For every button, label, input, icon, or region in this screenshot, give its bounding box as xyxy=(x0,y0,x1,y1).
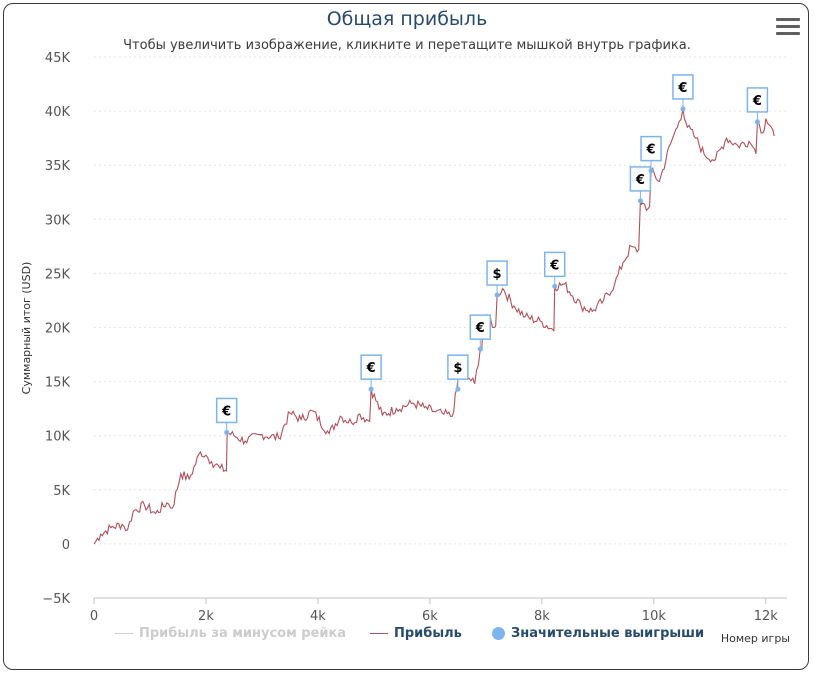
legend-dot-big-wins xyxy=(492,627,505,640)
big-win-point xyxy=(368,386,374,392)
big-win-flag-label: € xyxy=(635,173,645,188)
big-win-flag-label: € xyxy=(221,404,231,419)
big-win-flag xyxy=(629,166,652,192)
big-win-point xyxy=(455,386,461,392)
legend-item-big-wins[interactable]: Значительные выигрыши xyxy=(492,626,704,641)
y-tick-label: 10K xyxy=(45,430,71,445)
legend-line-rake xyxy=(115,633,133,634)
legend-line-profit xyxy=(370,633,388,634)
big-win-flag-label: $ xyxy=(493,267,502,282)
big-win-flag xyxy=(469,314,492,340)
hamburger-menu-icon[interactable] xyxy=(776,18,800,40)
big-win-point xyxy=(648,168,654,174)
y-tick-label: 45K xyxy=(45,51,71,66)
big-win-flag-label: € xyxy=(475,321,485,336)
y-tick-label: −5K xyxy=(42,592,70,607)
x-axis-label: Номер игры xyxy=(721,632,790,645)
x-tick-label: 10k xyxy=(642,609,667,624)
big-win-flag-label: € xyxy=(646,143,656,158)
y-axis: −5K 0 5K 10K 15K 20K 25K 30K 35K 40K 45K xyxy=(42,51,70,607)
x-tick-label: 4k xyxy=(310,609,326,624)
big-win-flag xyxy=(360,354,382,380)
legend-label-rake: Прибыль за минусом рейка xyxy=(139,626,347,641)
big-win-flag xyxy=(543,251,566,278)
big-win-point xyxy=(754,119,760,125)
big-win-point xyxy=(494,292,500,298)
big-win-flag-label: $ xyxy=(453,361,462,376)
big-win-flag xyxy=(746,87,769,113)
legend-item-rake[interactable]: Прибыль за минусом рейка xyxy=(115,626,346,641)
big-win-flag xyxy=(215,397,238,424)
big-win-flag xyxy=(447,354,469,380)
big-win-flag-label: € xyxy=(366,361,376,376)
big-win-flag-label: € xyxy=(549,258,559,273)
legend-item-profit[interactable]: Прибыль xyxy=(370,626,462,641)
legend: Прибыль за минусом рейка Прибыль Значите… xyxy=(0,626,814,646)
x-tick-label: 8k xyxy=(534,609,550,624)
big-win-point xyxy=(477,346,483,352)
chart-title: Общая прибыль xyxy=(326,8,488,30)
y-tick-label: 15K xyxy=(45,376,71,391)
big-wins-layer: €€ $€$€€€€€ xyxy=(215,74,769,435)
series-line-profit xyxy=(93,108,775,545)
legend-label-big-wins: Значительные выигрыши xyxy=(511,626,705,641)
big-win-point xyxy=(637,198,643,204)
y-tick-label: 30K xyxy=(45,213,71,228)
y-tick-label: 35K xyxy=(45,159,71,174)
big-win-flag-label: € xyxy=(677,81,687,96)
x-tick-label: 0 xyxy=(90,609,98,624)
grid-lines xyxy=(94,56,787,545)
y-tick-label: 20K xyxy=(45,322,71,337)
chart-frame xyxy=(3,3,809,670)
legend-label-profit: Прибыль xyxy=(394,626,462,641)
x-axis: 0 2k 4k 6k 8k 10k 12k xyxy=(90,597,787,624)
x-tick-label: 12k xyxy=(754,609,779,624)
y-tick-label: 0 xyxy=(62,538,70,553)
x-tick-label: 6k xyxy=(422,609,438,624)
big-win-flag xyxy=(640,135,662,162)
big-win-point xyxy=(680,106,686,112)
big-win-flag xyxy=(672,74,694,100)
x-tick-label: 2k xyxy=(198,609,214,624)
chart-subtitle: Чтобы увеличить изображение, кликните и … xyxy=(123,38,691,53)
y-tick-label: 25K xyxy=(45,267,71,282)
big-win-point xyxy=(224,429,230,435)
big-win-flag-label: € xyxy=(752,94,762,109)
y-axis-label: Суммарный итог (USD) xyxy=(20,262,33,395)
big-win-flag xyxy=(486,260,508,286)
y-tick-label: 40K xyxy=(45,105,71,120)
big-win-point xyxy=(552,283,558,289)
series-layer xyxy=(93,108,775,545)
y-tick-label: 5K xyxy=(53,484,70,499)
